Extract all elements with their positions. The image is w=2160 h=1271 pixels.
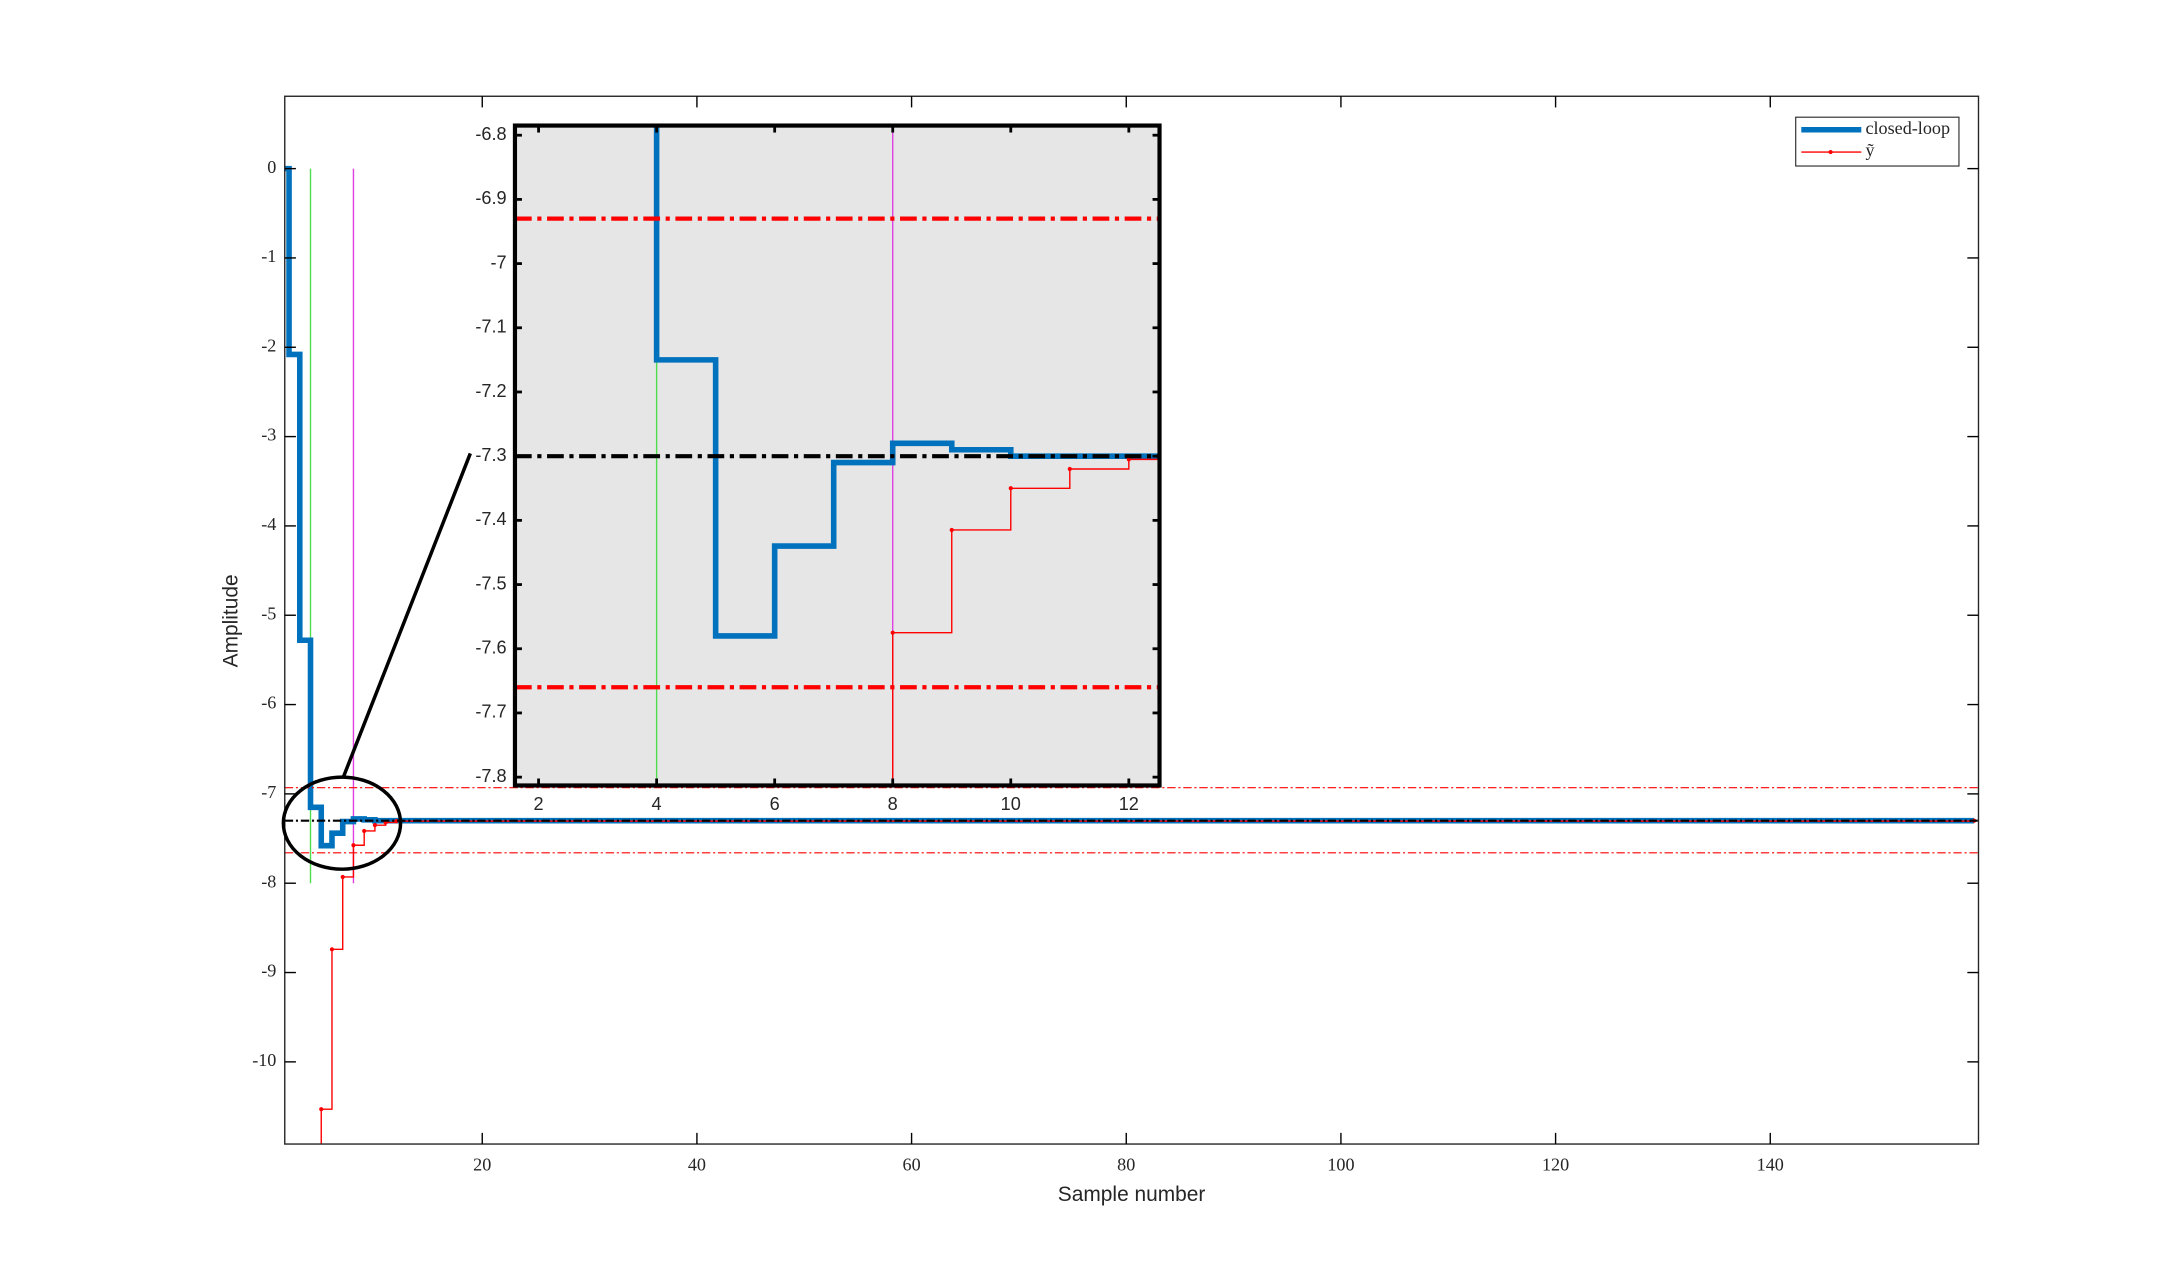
- x-tick-label: 80: [1117, 1155, 1135, 1175]
- x-tick-label: 140: [1757, 1155, 1784, 1175]
- x-tick-label: 20: [473, 1155, 491, 1175]
- legend-marker: [1828, 149, 1833, 155]
- y-tick-label: -7.7: [475, 702, 506, 722]
- data-point: [340, 874, 345, 880]
- data-point: [372, 823, 378, 828]
- series-line: [892, 458, 1160, 786]
- y-tick-label: -5: [261, 603, 276, 623]
- x-tick-label: 6: [770, 794, 780, 814]
- y-tick-label: -8: [261, 871, 276, 891]
- y-tick-label: -1: [261, 246, 276, 266]
- legend-box: [1795, 116, 1960, 167]
- data-point: [1126, 457, 1131, 462]
- data-point: [319, 1107, 324, 1112]
- y-tick-label: -9: [261, 961, 276, 981]
- y-tick-label: -3: [261, 425, 276, 445]
- data-point: [351, 843, 356, 848]
- data-point: [1008, 486, 1013, 491]
- data-point: [890, 630, 895, 635]
- y-tick-label: -7.1: [475, 317, 506, 337]
- axes-frame: [284, 95, 1980, 1145]
- x-tick-label: 120: [1542, 1155, 1569, 1175]
- y-tick-label: -10: [252, 1050, 276, 1070]
- plot-area: [284, 165, 1979, 1145]
- y-tick-label: -4: [261, 514, 276, 534]
- inset-plot-area: [514, 125, 1160, 786]
- x-tick-label: 2: [534, 794, 544, 814]
- y-tick-label: -7.2: [475, 381, 506, 401]
- y-tick-label: -7.6: [475, 638, 506, 658]
- x-tick-label: 12: [1119, 794, 1139, 814]
- y-tick-label: -7.4: [475, 509, 506, 529]
- data-point: [362, 828, 367, 834]
- y-tick-label: -6: [261, 693, 276, 713]
- series-line: [653, 125, 1160, 639]
- legend-label: closed-loop: [1865, 118, 1950, 138]
- data-point: [1067, 466, 1072, 472]
- y-tick-label: 0: [267, 157, 276, 177]
- y-tick-label: -6.9: [475, 188, 506, 208]
- legend-label: ỹ: [1865, 140, 1874, 160]
- y-axis-label: Amplitude: [219, 574, 242, 667]
- x-axis-label: Sample number: [1058, 1183, 1206, 1206]
- x-tick-label: 40: [688, 1155, 706, 1175]
- data-point: [949, 527, 954, 533]
- data-point: [329, 947, 335, 952]
- x-tick-label: 10: [1001, 794, 1021, 814]
- x-tick-label: 100: [1327, 1155, 1354, 1175]
- zoom-connector: [341, 452, 472, 778]
- y-tick-label: -2: [261, 335, 276, 355]
- x-tick-label: 8: [888, 794, 898, 814]
- y-tick-label: -7: [490, 252, 506, 272]
- x-tick-label: 4: [652, 794, 662, 814]
- y-tick-label: -7.5: [475, 573, 506, 593]
- zoom-ellipse: [281, 775, 403, 871]
- y-tick-label: -7.3: [475, 445, 506, 465]
- y-tick-label: -7: [261, 782, 276, 802]
- x-tick-label: 60: [903, 1155, 921, 1175]
- series-line: [284, 165, 1975, 849]
- y-tick-label: -6.8: [475, 124, 506, 144]
- y-tick-label: -7.8: [475, 766, 506, 786]
